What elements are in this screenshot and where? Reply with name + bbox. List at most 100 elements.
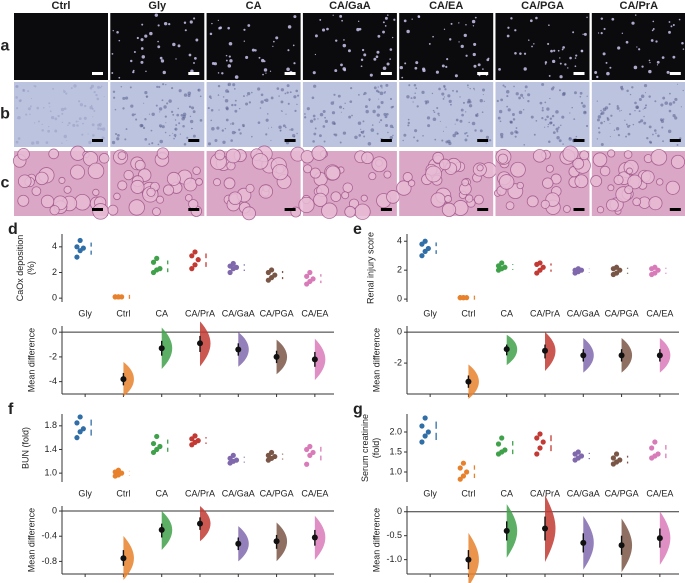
data-point (80, 245, 86, 251)
category-label: Gly (423, 488, 437, 498)
stain (165, 83, 167, 86)
stain (89, 86, 93, 90)
bootstrap-distribution (200, 321, 211, 367)
crystal (286, 67, 290, 72)
stain (31, 141, 35, 145)
stain (218, 109, 220, 111)
stain (242, 95, 245, 98)
tubule (341, 191, 350, 200)
stain (54, 129, 58, 133)
crystal (414, 66, 418, 70)
mean-difference (618, 542, 625, 549)
stain (468, 104, 473, 108)
stain (322, 109, 326, 113)
y-axis-label: (%) (26, 261, 36, 275)
stain (672, 114, 676, 118)
data-point (272, 453, 278, 460)
y-tick-label: 0 (52, 293, 57, 303)
crystal (472, 52, 476, 57)
y-axis-label: Serum creatinine (360, 414, 370, 482)
tubule (311, 145, 327, 161)
mean-difference (542, 525, 548, 532)
stain (462, 101, 466, 104)
stain (515, 131, 519, 134)
crystal (389, 48, 393, 51)
stain (162, 83, 165, 86)
row-label: c (1, 175, 10, 192)
crystal (528, 39, 530, 41)
stain (15, 140, 19, 144)
y-tick-label: 2.0 (389, 426, 402, 436)
crystal (229, 59, 233, 63)
stain (659, 118, 663, 122)
mean-difference (120, 376, 127, 383)
stain (664, 101, 669, 105)
y-tick-label: 1.4 (44, 444, 57, 454)
stain (173, 133, 177, 137)
data-point (154, 255, 160, 261)
crystal (651, 29, 654, 32)
data-point (115, 467, 122, 473)
crystal (672, 55, 676, 59)
stain (378, 98, 380, 100)
scale-bar (284, 139, 296, 142)
stain (148, 143, 151, 145)
data-point (154, 433, 160, 440)
stain (178, 122, 181, 125)
stain (655, 132, 657, 134)
data-point (578, 453, 585, 459)
stain (467, 86, 469, 88)
tubule (542, 177, 554, 189)
scale-bar (284, 208, 296, 211)
stain (669, 92, 671, 95)
stain (520, 93, 524, 97)
stain (207, 142, 212, 146)
stain (674, 116, 678, 120)
stain (210, 97, 212, 100)
crystal (582, 33, 584, 35)
crystal (594, 71, 598, 74)
stain (466, 84, 469, 87)
stain (580, 101, 584, 105)
y-tick-label: 4 (397, 236, 402, 246)
category-label: Ctrl (461, 308, 475, 318)
tubule (166, 171, 181, 186)
tubule (650, 149, 668, 166)
data-point (540, 264, 546, 270)
tubule (117, 151, 127, 160)
stain (63, 107, 67, 110)
data-point (540, 439, 546, 445)
y-tick-label: -2 (394, 357, 402, 367)
stain (676, 144, 679, 146)
data-point (150, 440, 157, 447)
stain (507, 108, 511, 112)
crystal (596, 75, 599, 79)
stain (514, 135, 517, 138)
stain (392, 134, 394, 137)
crystal (559, 75, 563, 79)
stain (170, 110, 174, 114)
stain (636, 106, 639, 109)
tubule (439, 158, 451, 171)
stain (279, 130, 281, 132)
crystal (435, 70, 439, 74)
tubule (185, 194, 193, 202)
crystal (159, 56, 163, 60)
data-point (617, 457, 623, 463)
crystal (575, 54, 578, 57)
stain (619, 110, 621, 112)
stain (142, 126, 146, 130)
tubule (613, 174, 624, 185)
stain (22, 88, 25, 91)
crystal (655, 40, 658, 43)
tubule (371, 156, 388, 173)
stain (238, 128, 241, 131)
stain (443, 86, 446, 88)
bootstrap-distribution (468, 364, 479, 399)
scale-bar (669, 139, 681, 142)
crystal (118, 76, 121, 79)
stain (634, 109, 636, 112)
stain (674, 97, 678, 102)
crystal (422, 68, 426, 73)
tubule (526, 195, 539, 208)
